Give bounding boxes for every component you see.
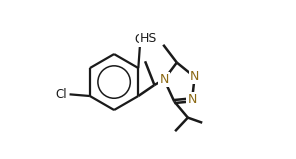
Text: N: N [187,93,197,106]
Text: Cl: Cl [55,88,67,101]
Text: HS: HS [140,32,157,45]
Text: N: N [160,73,169,86]
Text: Cl: Cl [134,33,146,46]
Text: N: N [190,70,199,83]
